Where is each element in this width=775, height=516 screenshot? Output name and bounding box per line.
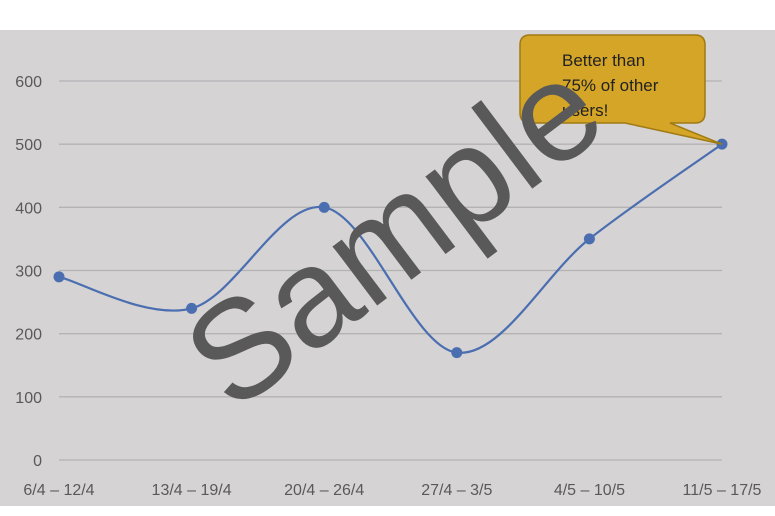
x-tick-label: 13/4 – 19/4	[152, 482, 232, 499]
x-axis-tick-labels: 6/4 – 12/4 13/4 – 19/4 20/4 – 26/4 27/4 – 3…	[23, 482, 761, 499]
data-point	[53, 271, 65, 283]
x-tick-label: 20/4 – 26/4	[284, 482, 364, 499]
y-tick-label: 500	[15, 137, 42, 154]
y-tick-label: 100	[15, 390, 42, 407]
data-point	[583, 233, 595, 245]
watermark: Sample	[156, 30, 630, 438]
gridlines	[59, 80, 722, 461]
data-point	[451, 347, 463, 359]
annotation-callout: Better than 75% of other users!	[519, 34, 723, 145]
x-tick-label: 27/4 – 3/5	[421, 482, 492, 499]
x-tick-label: 6/4 – 12/4	[23, 482, 94, 499]
y-tick-label: 0	[33, 453, 42, 470]
callout-bubble	[519, 34, 723, 145]
callout-line: 75% of other	[562, 76, 659, 95]
y-tick-label: 400	[15, 200, 42, 217]
chart-area: 0 100 200 300 400 500 600 6/4 – 12/4 13/4 – 19/…	[0, 30, 775, 506]
callout-line: Better than	[562, 51, 645, 70]
y-tick-label: 600	[15, 74, 42, 91]
x-tick-label: 11/5 – 17/5	[683, 482, 762, 499]
y-tick-label: 200	[15, 327, 42, 344]
y-tick-label: 300	[15, 264, 42, 281]
data-point	[186, 302, 198, 314]
callout-line: users!	[562, 101, 608, 120]
data-point	[318, 201, 330, 213]
x-tick-label: 4/5 – 10/5	[554, 482, 625, 499]
series-group	[53, 138, 728, 359]
callout-text: Better than 75% of other users!	[562, 51, 659, 120]
line-chart: 0 100 200 300 400 500 600 6/4 – 12/4 13/4 – 19/…	[15, 30, 761, 499]
y-axis-tick-labels: 0 100 200 300 400 500 600	[15, 74, 42, 470]
